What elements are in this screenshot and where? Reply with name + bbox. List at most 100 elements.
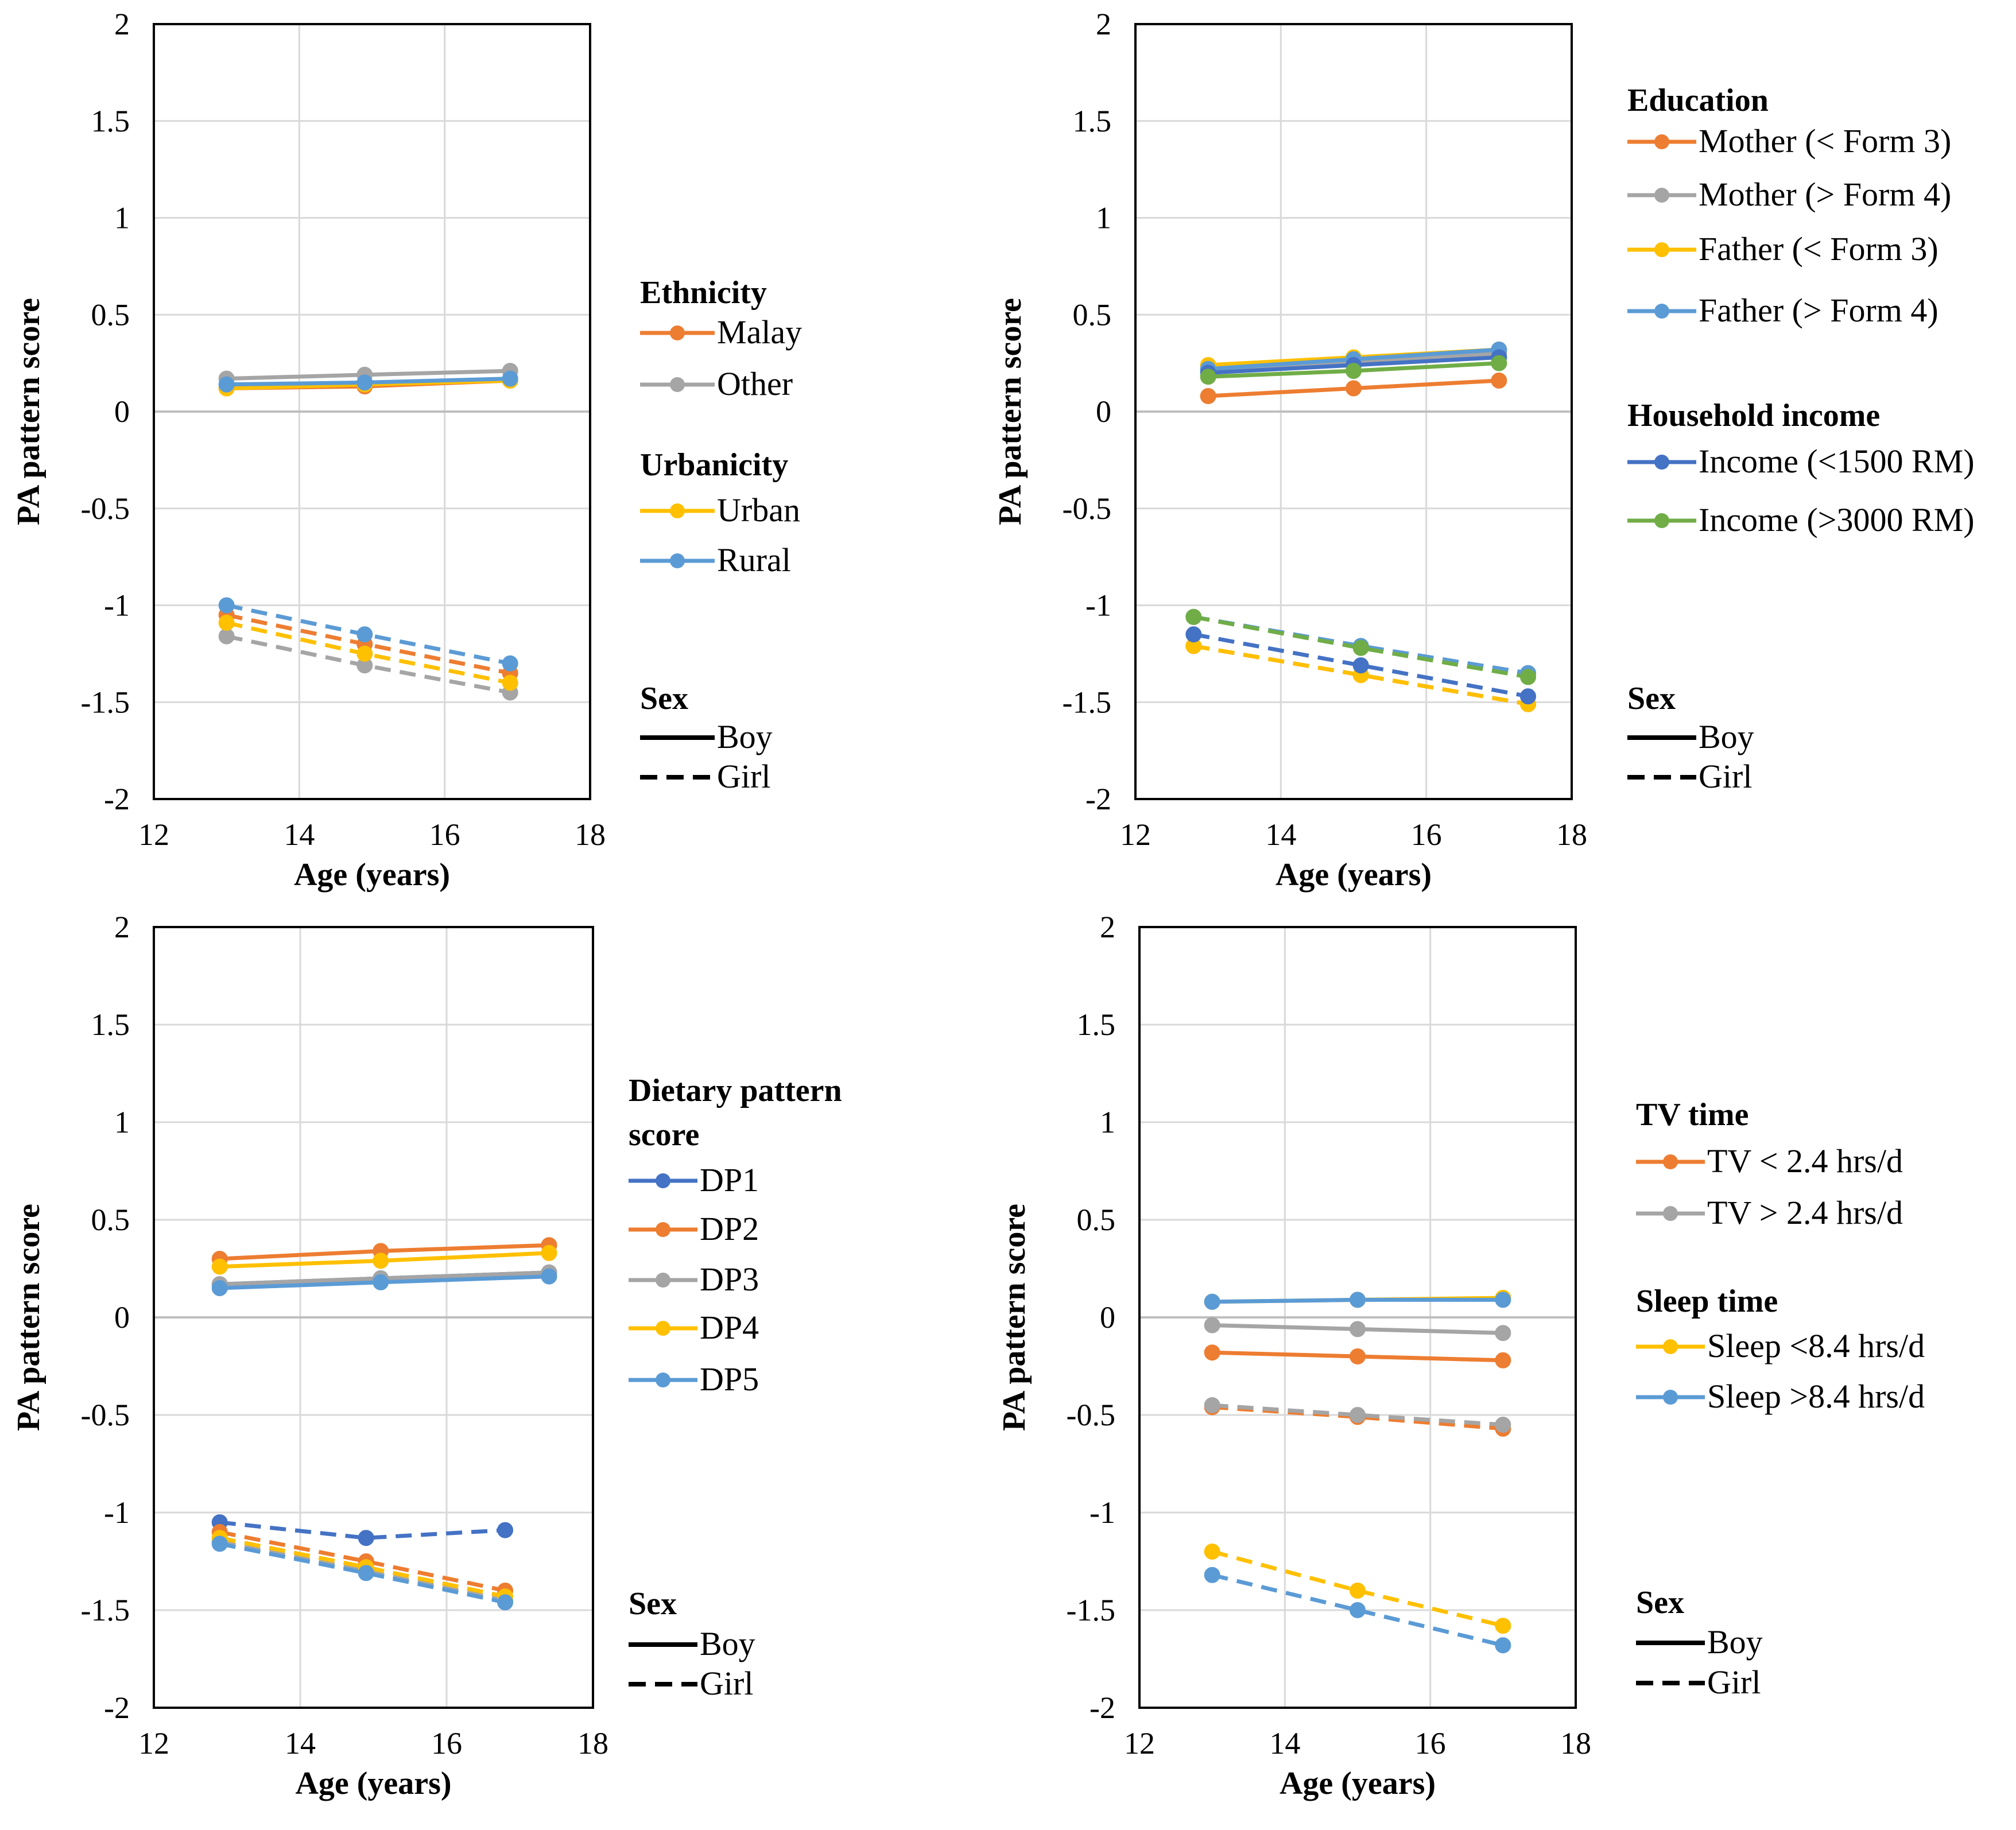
legend-title: Education: [1627, 83, 1769, 118]
x-tick-label: 14: [284, 817, 315, 852]
legend-swatch-marker: [1663, 1206, 1678, 1221]
y-tick-label: 0.5: [1077, 1203, 1116, 1237]
x-tick-label: 18: [1560, 1726, 1591, 1761]
sex-legend-label: Girl: [1699, 758, 1752, 795]
data-point: [358, 1565, 374, 1581]
data-point: [1204, 1293, 1220, 1310]
legend-item-label: DP2: [700, 1210, 759, 1247]
legend-swatch-marker: [656, 1173, 670, 1188]
y-tick-label: 1: [1100, 1105, 1115, 1139]
series-line: [219, 1520, 506, 1540]
legend-item-label: Other: [717, 365, 793, 402]
y-tick-label: 1.5: [1077, 1007, 1116, 1042]
data-point: [1491, 355, 1507, 371]
legend-swatch-marker: [1663, 1154, 1678, 1169]
x-tick-label: 16: [431, 1726, 462, 1761]
y-axis-label: PA pattern score: [997, 1204, 1032, 1431]
y-tick-label: 2: [1100, 910, 1115, 944]
data-point: [497, 1522, 513, 1538]
data-point: [218, 628, 235, 645]
data-point: [373, 1253, 389, 1269]
legend-swatch-marker: [1654, 455, 1669, 470]
x-tick-label: 14: [285, 1726, 316, 1761]
data-point: [1204, 1567, 1220, 1583]
data-point: [502, 370, 518, 387]
y-tick-label: -1.5: [1067, 1593, 1115, 1627]
legend-title: Sleep time: [1636, 1284, 1778, 1319]
legend-item-label: TV > 2.4 hrs/d: [1707, 1194, 1903, 1231]
legend-swatch-marker: [670, 325, 685, 340]
x-axis-label: Age (years): [1275, 857, 1432, 893]
chart-panel-1: 2 1.5 1 0.5 0 -0.5 -1 -1.5 -212 14 16 18 Age (years)…: [11, 7, 802, 893]
legend: Education Mother (< Form 3) Mother (> Form…: [1627, 83, 1975, 538]
y-tick-label: 0.5: [91, 297, 130, 332]
legend-item-label: Urban: [717, 491, 800, 529]
legend-swatch-marker: [670, 377, 685, 392]
data-point: [1346, 380, 1362, 397]
chart-panel-3: 2 1.5 1 0.5 0 -0.5 -1 -1.5 -212 14 16 18 Age (years)…: [11, 910, 842, 1801]
legend-swatch-marker: [670, 503, 685, 518]
data-point: [1200, 369, 1216, 385]
legend: Dietary pattern score DP1 DP2 DP3 DP4 DP5: [629, 1073, 842, 1398]
y-tick-label: 0: [114, 1300, 130, 1335]
legend-title: Dietary pattern score: [629, 1073, 842, 1153]
sex-legend-label: Boy: [1707, 1623, 1763, 1661]
data-point: [502, 674, 518, 691]
y-tick-label: 1: [1096, 201, 1111, 235]
legend-swatch-marker: [1663, 1339, 1678, 1354]
y-tick-label: -1.5: [1063, 685, 1111, 719]
y-axis-label: PA pattern score: [11, 1204, 46, 1431]
data-point: [1495, 1352, 1511, 1368]
sex-legend-title: Sex: [629, 1586, 677, 1622]
data-point: [1495, 1292, 1511, 1308]
data-point: [1350, 1348, 1366, 1364]
data-point: [356, 626, 373, 643]
data-point: [1185, 608, 1202, 625]
y-tick-label: 2: [114, 910, 130, 944]
sex-legend-label: Girl: [717, 758, 770, 795]
data-point: [1352, 639, 1369, 656]
legend-item-label: Mother (< Form 3): [1699, 122, 1951, 160]
data-point: [1495, 1637, 1511, 1654]
y-tick-label: -1.5: [81, 1593, 130, 1627]
series-line: [1193, 643, 1529, 707]
data-point: [1185, 626, 1202, 643]
x-tick-label: 12: [1120, 817, 1151, 852]
legend-swatch-marker: [656, 1273, 670, 1288]
x-axis-label: Age (years): [1280, 1766, 1436, 1801]
data-point: [502, 655, 518, 672]
plot-frame: [1134, 23, 1573, 800]
data-point: [1495, 1417, 1511, 1433]
x-axis-label: Age (years): [294, 857, 450, 893]
data-point: [1352, 657, 1369, 674]
data-point: [541, 1268, 557, 1285]
legend-item-label: Income (<1500 RM): [1699, 443, 1975, 480]
legend-item-label: Rural: [717, 541, 791, 579]
y-tick-label: 1: [114, 201, 130, 235]
series-line: [1193, 615, 1529, 679]
data-point: [1204, 1317, 1220, 1333]
y-tick-label: -1.5: [81, 685, 130, 719]
sex-legend-label: Boy: [700, 1625, 755, 1662]
data-point: [541, 1244, 557, 1261]
data-point: [1350, 1583, 1366, 1599]
y-tick-label: -0.5: [1067, 1398, 1115, 1432]
x-tick-label: 18: [577, 1726, 608, 1761]
y-tick-label: -0.5: [1063, 491, 1111, 526]
data-point: [497, 1594, 513, 1611]
data-point: [211, 1536, 228, 1552]
y-tick-label: 2: [1096, 7, 1111, 41]
y-tick-label: 1.5: [91, 104, 130, 138]
y-tick-label: -0.5: [81, 1398, 130, 1432]
x-tick-label: 18: [1556, 817, 1587, 852]
sex-legend-label: Girl: [700, 1665, 753, 1702]
data-point: [211, 1280, 228, 1296]
y-tick-label: 0: [114, 394, 130, 429]
y-tick-label: -1: [1090, 1495, 1115, 1530]
data-point: [356, 374, 373, 391]
sex-legend-label: Boy: [717, 718, 773, 755]
